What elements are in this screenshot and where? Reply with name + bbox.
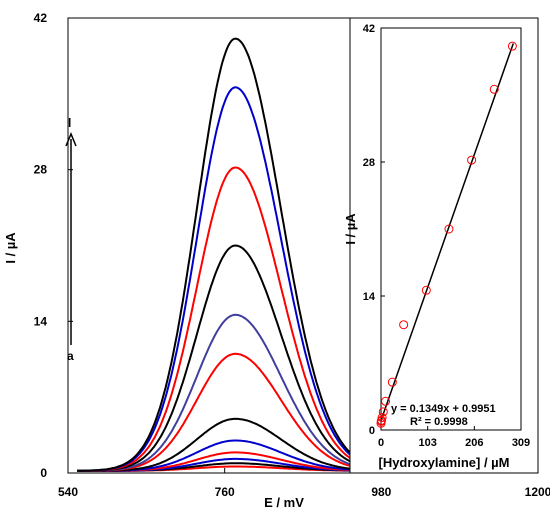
inset-x-tick-label: 309 [512, 437, 530, 449]
main-y-tick-label: 14 [34, 314, 48, 328]
inset-y-tick-label: 0 [369, 425, 375, 437]
inset-data-point [467, 155, 477, 165]
inset-content: 0 103 206 309 0 14 28 42 [363, 23, 530, 449]
arrow-start-label: a [67, 349, 74, 363]
inset-x-tick-label: 103 [418, 437, 436, 449]
inset-data-point [444, 224, 454, 234]
inset-x-axis-label: [Hydroxylamine] / µM [378, 455, 509, 470]
inset-data-point [507, 41, 517, 51]
inset-data-point [421, 285, 431, 295]
trend-arrow-head [65, 132, 77, 147]
inset-y-tick-label: 42 [363, 23, 375, 35]
voltammogram-curve-8 [77, 313, 385, 472]
main-curves [77, 37, 386, 472]
voltammogram-curve-9 [77, 244, 385, 472]
inset-fit-line [380, 43, 515, 421]
main-x-tick-label: 540 [58, 485, 78, 499]
inset-r-squared: R² = 0.9998 [410, 416, 468, 428]
main-y-tick-label: 0 [40, 466, 47, 480]
main-x-axis-label: E / mV [264, 495, 304, 510]
main-x-tick-label: 980 [371, 485, 391, 499]
main-x-tick-label: 760 [215, 485, 235, 499]
voltammogram-curve-10 [77, 166, 385, 472]
main-y-tick-label: 42 [34, 11, 48, 25]
inset-data-point [378, 407, 388, 417]
inset-axes-box [380, 27, 522, 431]
voltammogram-curve-6 [77, 417, 385, 472]
inset-data-point [399, 320, 409, 330]
inset-y-axis-label: I / µA [343, 213, 358, 245]
inset-data-point [381, 396, 391, 406]
inset-data-point [489, 84, 499, 94]
inset-data-point [377, 413, 387, 423]
inset-y-tick-label: 14 [363, 291, 376, 303]
arrow-end-label: l [68, 116, 71, 130]
inset-data-point [387, 377, 397, 387]
inset-x-tick-label: 0 [378, 437, 384, 449]
inset-equation: y = 0.1349x + 0.9951 [391, 403, 496, 415]
inset-y-tick-label: 28 [363, 157, 375, 169]
main-y-tick-label: 28 [34, 163, 48, 177]
inset-x-tick-label: 206 [465, 437, 483, 449]
main-x-tick-label: 1200 [525, 485, 550, 499]
voltammogram-curve-12 [77, 37, 386, 472]
main-y-axis-label: I / µA [3, 232, 18, 264]
voltammogram-curve-11 [77, 86, 386, 472]
